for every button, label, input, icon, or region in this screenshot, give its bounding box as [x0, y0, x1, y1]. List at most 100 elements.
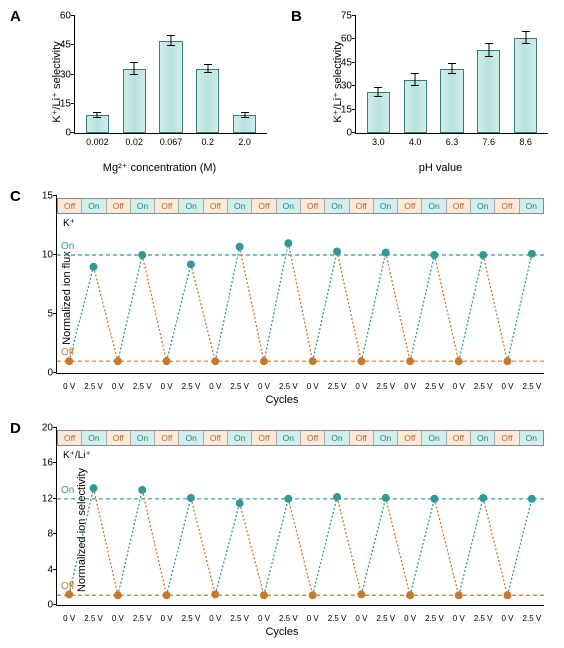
marker-off [503, 357, 511, 365]
panel-d-plot: OffOnOffOnOffOnOffOnOffOnOffOnOffOnOffOn… [56, 428, 544, 606]
xtick-label: 0.02 [125, 137, 143, 147]
ytick-label: 30 [47, 69, 71, 80]
xtick-label: 0 V [301, 382, 325, 391]
bar [123, 69, 146, 133]
marker-off [455, 591, 463, 599]
ytick-label: 15 [47, 98, 71, 109]
xtick-label: 2.5 V [422, 614, 446, 623]
xtick-label: 8.6 [519, 137, 532, 147]
marker-off [163, 591, 171, 599]
off-line-label: Off [61, 347, 74, 358]
marker-off [211, 590, 219, 598]
marker-on [284, 239, 292, 247]
ytick-label: 75 [328, 11, 352, 22]
on-line-label: On [61, 241, 74, 252]
xtick-group: 0 V2.5 V0 V2.5 V0 V2.5 V0 V2.5 V0 V2.5 V… [57, 614, 544, 623]
bar [233, 115, 256, 133]
xtick-label: 2.5 V [374, 382, 398, 391]
xtick-label: 2.5 V [81, 614, 105, 623]
bar-wrap: 0.02 [118, 69, 151, 133]
ytick-label: 8 [33, 529, 53, 540]
xtick-label: 2.5 V [325, 382, 349, 391]
ytick-label: 60 [328, 34, 352, 45]
bar [477, 50, 500, 133]
marker-on [430, 251, 438, 259]
marker-off [406, 591, 414, 599]
xtick-label: 2.5 V [276, 614, 300, 623]
ytick-label: 0 [33, 368, 53, 379]
marker-on [382, 494, 390, 502]
bar [514, 38, 537, 133]
xtick-label: 3.0 [372, 137, 385, 147]
line-svg [57, 428, 544, 605]
xtick-label: 0 V [495, 382, 519, 391]
xtick-label: 0 V [447, 614, 471, 623]
panel-a-label: A [10, 8, 21, 25]
marker-on [479, 494, 487, 502]
xtick-label: 2.5 V [130, 382, 154, 391]
xtick-label: 2.5 V [325, 614, 349, 623]
xtick-label: 0 V [203, 382, 227, 391]
marker-off [309, 591, 317, 599]
panel-a-xaxis-title: Mg²⁺ concentration (M) [103, 161, 216, 174]
xtick-label: 6.3 [446, 137, 459, 147]
xtick-label: 0 V [203, 614, 227, 623]
xtick-label: 2.5 V [374, 614, 398, 623]
bar [159, 41, 182, 133]
off-line-label: Off [61, 581, 74, 592]
xtick-label: 0 V [398, 382, 422, 391]
ytick-label: 15 [328, 104, 352, 115]
xtick-group: 0 V2.5 V0 V2.5 V0 V2.5 V0 V2.5 V0 V2.5 V… [57, 382, 544, 391]
bar-wrap: 2.0 [228, 115, 261, 133]
species-label: K⁺ [63, 218, 75, 229]
xtick-label: 2.5 V [227, 614, 251, 623]
ytick-label: 0 [328, 128, 352, 139]
marker-on [187, 260, 195, 268]
panel-b-label: B [291, 8, 302, 25]
panel-b: B K⁺/Li⁺ selectivity pH value 0153045607… [291, 8, 554, 176]
ytick-label: 0 [33, 600, 53, 611]
xtick-label: 2.5 V [179, 382, 203, 391]
ytick-label: 60 [47, 11, 71, 22]
xtick-label: 0 V [57, 382, 81, 391]
marker-off [114, 357, 122, 365]
xtick-label: 0 V [301, 614, 325, 623]
species-label: K⁺/Li⁺ [63, 450, 91, 461]
ytick-label: 45 [328, 57, 352, 68]
ytick-label: 30 [328, 81, 352, 92]
marker-on [333, 247, 341, 255]
marker-off [211, 357, 219, 365]
bar [404, 80, 427, 133]
bar-wrap: 0.067 [154, 41, 187, 133]
panel-b-chart: K⁺/Li⁺ selectivity pH value 015304560753… [333, 16, 548, 148]
bar [196, 69, 219, 133]
xtick-label: 2.5 V [276, 382, 300, 391]
figure-root: A K⁺/Li⁺ selectivity Mg²⁺ concentration … [0, 0, 564, 648]
xtick-label: 2.5 V [227, 382, 251, 391]
marker-off [260, 591, 268, 599]
xtick-label: 2.5 V [179, 614, 203, 623]
xtick-label: 0.067 [160, 137, 183, 147]
marker-off [357, 590, 365, 598]
ytick-label: 45 [47, 40, 71, 51]
top-row: A K⁺/Li⁺ selectivity Mg²⁺ concentration … [10, 8, 554, 176]
ytick-label: 4 [33, 564, 53, 575]
marker-on [90, 484, 98, 492]
bars-group: 3.04.06.37.68.6 [356, 16, 548, 133]
ytick-label: 10 [33, 250, 53, 261]
xtick-label: 2.5 V [520, 614, 544, 623]
bars-group: 0.0020.020.0670.22.0 [75, 16, 267, 133]
marker-off [406, 357, 414, 365]
xtick-label: 2.5 V [422, 382, 446, 391]
xtick-label: 0 V [447, 382, 471, 391]
panel-a-yaxis-title: K⁺/Li⁺ selectivity [50, 41, 63, 122]
xtick-label: 0 V [252, 614, 276, 623]
xtick-label: 0.2 [202, 137, 215, 147]
ytick-label: 16 [33, 458, 53, 469]
xtick-label: 2.5 V [520, 382, 544, 391]
bar-wrap: 4.0 [399, 80, 432, 133]
marker-off [503, 591, 511, 599]
ytick-label: 5 [33, 309, 53, 320]
marker-on [528, 495, 536, 503]
bar-wrap: 7.6 [472, 50, 505, 133]
